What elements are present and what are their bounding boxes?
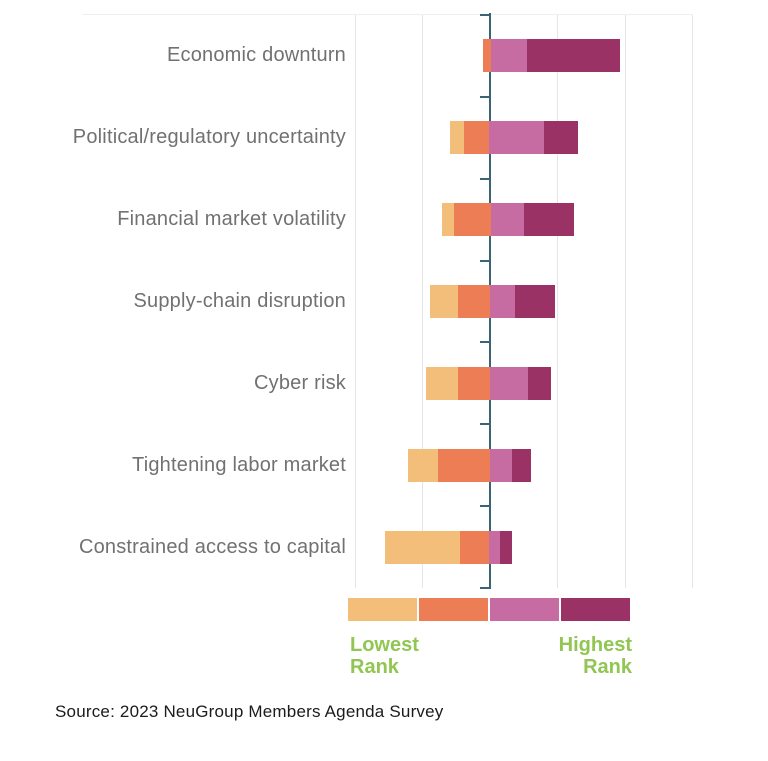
legend-swatch-rank-2 <box>419 598 488 621</box>
bar-segment-rank-1-lowest <box>429 285 459 318</box>
bar-segment-rank-3 <box>489 121 544 155</box>
bar-segment-rank-3 <box>490 203 525 237</box>
axis-tick <box>480 14 490 16</box>
bar-segment-rank-4-highest <box>512 448 532 482</box>
bar-segment-rank-3 <box>490 366 529 400</box>
bar-segment-rank-2 <box>483 39 492 73</box>
bar-segment-rank-4-highest <box>544 121 578 155</box>
legend-highest-rank-label: Highest Rank <box>558 634 632 678</box>
bar-segment-rank-4-highest <box>527 39 621 73</box>
gridline <box>422 15 423 588</box>
bar-segment-rank-2 <box>457 366 490 400</box>
bar-segment-rank-3 <box>490 448 513 482</box>
legend-color-scale <box>348 598 630 621</box>
category-label: Tightening labor market <box>132 453 346 476</box>
category-label: Political/regulatory uncertainty <box>72 126 346 149</box>
plot-top-border <box>82 14 693 15</box>
bar-segment-rank-2 <box>458 285 490 318</box>
gridline <box>354 15 356 588</box>
gridline <box>692 15 693 588</box>
axis-tick <box>480 259 490 262</box>
bar-segment-rank-4-highest <box>524 203 575 237</box>
bar-segment-rank-2 <box>453 203 491 237</box>
gridline <box>557 15 558 588</box>
axis-tick <box>480 505 490 508</box>
axis-tick <box>480 341 490 344</box>
bar-segment-rank-1-lowest <box>384 530 460 564</box>
bar-segment-rank-4-highest <box>514 285 555 318</box>
gridline <box>624 15 626 588</box>
bar-segment-rank-2 <box>438 448 490 482</box>
bar-segment-rank-1-lowest <box>408 448 438 482</box>
legend-swatch-rank-1-lowest <box>348 598 417 621</box>
legend-swatch-rank-4-highest <box>561 598 630 621</box>
bar-segment-rank-2 <box>464 121 490 155</box>
category-label: Cyber risk <box>253 371 346 394</box>
axis-tick <box>480 587 490 589</box>
bar-segment-rank-1-lowest <box>450 121 465 155</box>
axis-tick <box>480 95 490 98</box>
category-label: Constrained access to capital <box>78 535 346 558</box>
axis-tick <box>480 423 490 426</box>
legend-lowest-rank-label: Lowest Rank <box>350 634 419 678</box>
bar-segment-rank-4-highest <box>500 530 513 564</box>
bar-segment-rank-1-lowest <box>442 203 454 237</box>
bar-segment-rank-3 <box>491 39 528 73</box>
category-label: Economic downturn <box>166 44 346 67</box>
bar-segment-rank-1-lowest <box>425 366 458 400</box>
source-note: Source: 2023 NeuGroup Members Agenda Sur… <box>55 702 444 721</box>
bar-segment-rank-4-highest <box>528 366 552 400</box>
bar-segment-rank-3 <box>490 285 515 318</box>
category-label: Supply-chain disruption <box>133 290 346 312</box>
axis-tick <box>480 177 490 180</box>
category-label: Financial market volatility <box>117 208 346 231</box>
bar-segment-rank-2 <box>459 530 489 564</box>
legend-swatch-rank-3 <box>490 598 559 621</box>
bar-segment-rank-3 <box>488 530 501 564</box>
